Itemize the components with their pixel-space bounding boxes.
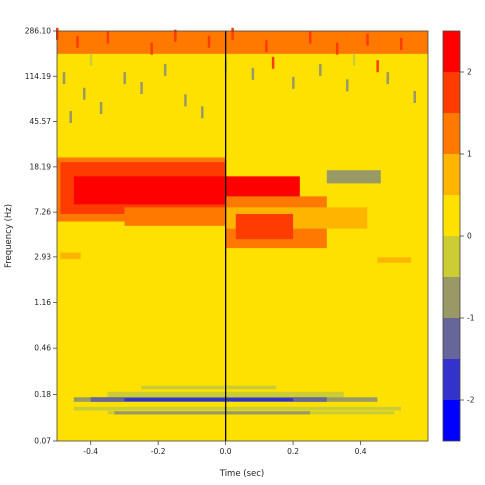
plot-area: [56, 27, 428, 441]
colorbar-tick-label-2: 0: [467, 232, 472, 241]
y-tick-label-7: 45.57: [30, 117, 52, 126]
colorbar-tick-label-4: 2: [467, 68, 472, 77]
heatmap-speckle-22: [346, 79, 349, 92]
colorbar-swatch-8: [443, 72, 460, 113]
y-tick-label-2: 0.46: [34, 344, 51, 353]
heatmap-region-8: [377, 257, 412, 263]
heatmap-speckle-27: [271, 56, 275, 69]
y-tick-label-4: 2.93: [34, 252, 51, 261]
y-tick-label-6: 18.19: [30, 162, 52, 171]
x-tick-label-1: -0.2: [151, 447, 166, 456]
heatmap-speckle-21: [319, 63, 322, 76]
colorbar-swatch-1: [443, 359, 460, 400]
heatmap-speckle-15: [123, 72, 126, 85]
x-tick-label-0: -0.4: [83, 447, 98, 456]
heatmap-speckle-12: [62, 72, 66, 85]
heatmap-speckle-8: [308, 31, 312, 44]
colorbar-tick-label-0: -2: [467, 396, 475, 405]
heatmap-speckle-6: [231, 27, 234, 40]
y-tick-label-5: 7.26: [34, 208, 51, 217]
colorbar-swatch-7: [443, 113, 460, 154]
heatmap-region-18: [114, 411, 310, 415]
heatmap-speckle-18: [201, 106, 204, 119]
colorbar-swatch-6: [443, 154, 460, 195]
heatmap-speckle-31: [352, 53, 356, 66]
axes: -0.4 -0.2 0.0 0.2 0.4 0.07 0.18 0.46 1.16 2.93 7.2…: [25, 27, 429, 456]
colorbar-tick-label-1: -1: [467, 314, 475, 323]
heatmap-region-7: [60, 252, 81, 260]
heatmap-region-9: [326, 170, 381, 184]
heatmap-region-3: [124, 207, 243, 226]
y-tick-label-9: 286.10: [25, 27, 51, 36]
heatmap-speckle-2: [106, 31, 110, 44]
colorbar-swatch-4: [443, 236, 460, 277]
plot-frame: [56, 30, 429, 442]
heatmap-speckle-10: [366, 33, 369, 46]
x-tick-label-4: 0.4: [355, 447, 367, 456]
heatmap-region-11: [141, 385, 277, 390]
heatmap-speckle-25: [69, 111, 72, 124]
y-tick-label-1: 0.18: [34, 390, 51, 399]
heatmap-speckle-23: [386, 72, 390, 85]
x-tick-label-2: 0.0: [220, 447, 232, 456]
heatmap-speckle-28: [376, 60, 379, 73]
heatmap-speckle-14: [99, 102, 103, 115]
y-tick-label-8: 114.19: [25, 72, 51, 81]
y-axis-title: Frequency (Hz): [4, 204, 14, 268]
y-tick-label-0: 0.07: [34, 437, 51, 446]
heatmap-speckle-4: [174, 29, 177, 42]
x-axis-title: Time (sec): [219, 469, 264, 479]
colorbar-swatch-5: [443, 195, 460, 236]
colorbar-swatch-0: [443, 400, 460, 441]
heatmap-speckle-17: [184, 94, 187, 107]
colorbar-swatch-2: [443, 318, 460, 359]
heatmap-speckle-24: [413, 91, 417, 104]
heatmap-speckle-5: [207, 35, 211, 48]
y-tick-label-3: 1.16: [34, 298, 51, 307]
heatmap-region-10: [57, 31, 428, 54]
heatmap-region-15: [124, 398, 294, 402]
heatmap-speckle-3: [150, 42, 153, 55]
colorbar: -2 -1 0 1 2: [442, 30, 475, 442]
heatmap-speckle-16: [140, 82, 143, 95]
x-tick-label-3: 0.2: [287, 447, 299, 456]
heatmap-speckle-13: [82, 87, 86, 100]
colorbar-tick-label-3: 1: [467, 150, 472, 159]
heatmap-speckle-26: [163, 63, 167, 76]
heatmap-speckle-7: [265, 40, 268, 53]
colorbar-swatch-3: [443, 277, 460, 318]
heatmap-speckle-9: [335, 42, 339, 55]
heatmap-region-6: [235, 213, 294, 240]
heatmap-speckle-11: [400, 37, 403, 50]
heatmap-region-16: [73, 406, 402, 411]
heatmap-speckle-1: [76, 35, 79, 48]
heatmap-speckle-29: [89, 53, 93, 66]
colorbar-swatch-9: [443, 31, 460, 72]
heatmap-speckle-19: [251, 67, 255, 80]
heatmap-speckle-20: [292, 76, 295, 89]
